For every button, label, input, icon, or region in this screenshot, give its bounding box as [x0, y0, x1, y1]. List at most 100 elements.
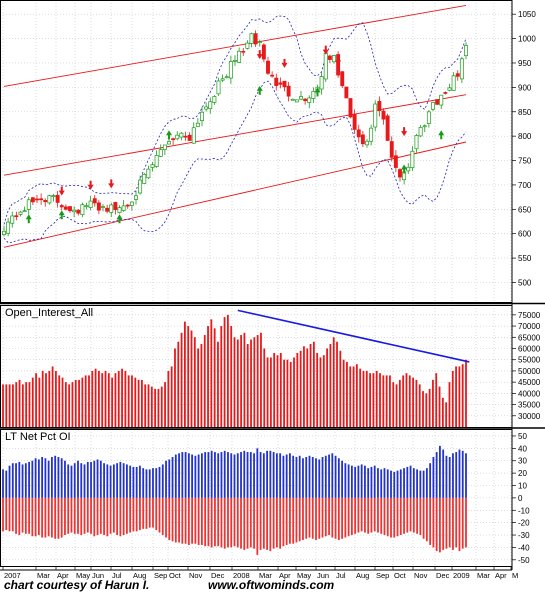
date-tick-label: 2007	[4, 571, 21, 580]
oi-trend-line	[237, 309, 470, 363]
net-long-bar	[253, 453, 255, 498]
oi-bar	[180, 332, 183, 427]
net-short-bar	[337, 497, 340, 540]
net-long-bar	[77, 460, 79, 498]
up-candle	[22, 210, 27, 213]
up-candle	[200, 111, 204, 121]
oi-tick-label: 75000	[518, 311, 541, 320]
date-tick-label: M	[512, 571, 518, 580]
down-candle	[344, 86, 349, 99]
net-short-bar	[357, 497, 360, 533]
oi-bar	[78, 379, 80, 427]
net-short-bar	[318, 497, 321, 539]
net-long-bar	[321, 457, 324, 498]
oi-bar	[71, 382, 74, 427]
up-candle	[257, 41, 262, 44]
net-long-bar	[249, 452, 252, 498]
oi-bar	[253, 337, 256, 427]
net-long-bar	[295, 457, 298, 498]
net-short-bar	[429, 497, 432, 545]
signal-arrows	[25, 45, 445, 224]
oi-bar	[269, 357, 272, 427]
net-long-bar	[5, 470, 8, 498]
oi-bar	[38, 377, 41, 427]
net-long-bar	[132, 466, 135, 498]
net-short-bar	[403, 497, 405, 534]
net-long-bar	[57, 457, 60, 498]
net-long-bar	[34, 458, 37, 498]
net-short-bar	[425, 497, 428, 542]
price-tick-label: 950	[518, 59, 532, 68]
oi-bar	[415, 379, 418, 427]
oi-bar	[326, 348, 328, 427]
price-tick-label: 850	[518, 108, 532, 117]
net-short-bar	[28, 497, 30, 534]
net-long-bar	[155, 468, 158, 498]
down-candle	[356, 129, 361, 138]
net-long-bar	[315, 458, 317, 498]
net-long-bar	[116, 463, 119, 498]
oi-bar	[322, 355, 325, 427]
net-short-bar	[200, 497, 203, 545]
net-short-bar	[24, 497, 27, 534]
buy-arrow	[25, 214, 32, 224]
net-long-bar	[458, 449, 461, 498]
date-tick-label: Mar	[259, 571, 272, 580]
oi-bar	[243, 332, 246, 427]
channel-line	[3, 141, 467, 248]
net-long-bar	[214, 452, 216, 498]
net-tick-label: 40	[518, 444, 527, 453]
oi-bar	[438, 386, 441, 427]
net-short-bar	[331, 497, 334, 538]
net-short-bar	[57, 497, 60, 539]
net-short-bar	[233, 497, 236, 547]
net-long-bar	[67, 464, 70, 498]
net-long-bar	[292, 455, 295, 498]
down-candle	[381, 110, 386, 120]
chart-credit: chart courtesy of Harun I.	[4, 578, 150, 592]
net-long-bar	[305, 457, 308, 498]
date-tick-label: Aug	[133, 571, 146, 580]
date-tick-label: Dec	[436, 571, 450, 580]
lt-net-grid	[0, 429, 512, 566]
sell-arrow	[401, 127, 408, 137]
net-long-bar	[230, 453, 233, 498]
net-short-bar	[412, 497, 415, 533]
price-channels	[3, 4, 467, 248]
net-long-bar	[11, 463, 14, 498]
oi-bar	[61, 377, 64, 427]
net-long-bar	[126, 464, 128, 498]
net-long-bar	[28, 461, 30, 498]
oi-bar	[35, 373, 37, 427]
up-candle	[311, 91, 316, 99]
net-short-bar	[191, 497, 194, 544]
net-long-bar	[139, 465, 141, 498]
net-short-bar	[347, 497, 350, 537]
oi-bar	[289, 361, 292, 427]
net-short-bar	[194, 497, 197, 544]
net-short-bar	[129, 497, 132, 533]
price-y-axis: 500 550 600 650 700 750 800 850 900 950 1000 1050	[512, 10, 536, 287]
oi-tick-label: 50000	[518, 367, 541, 376]
net-long-bar	[204, 452, 207, 498]
up-candle	[212, 96, 217, 103]
net-long-bar	[145, 469, 148, 498]
net-long-bar	[357, 465, 360, 498]
oi-bar	[223, 317, 226, 427]
net-tick-label: 10	[518, 481, 527, 490]
oi-bar	[246, 344, 249, 427]
oi-tick-label: 65000	[518, 333, 541, 342]
net-long-bar	[161, 464, 164, 498]
sell-arrow	[281, 58, 288, 68]
net-long-bar	[24, 463, 27, 498]
oi-bar	[372, 373, 375, 427]
net-long-bar	[298, 455, 301, 498]
oi-bar	[21, 384, 24, 427]
net-short-bar	[396, 497, 399, 537]
net-short-bar	[416, 497, 418, 534]
oi-bar	[299, 350, 302, 427]
net-short-bar	[386, 497, 389, 537]
up-candle	[237, 50, 242, 63]
net-short-bar	[269, 497, 272, 552]
oi-bar	[94, 368, 97, 427]
